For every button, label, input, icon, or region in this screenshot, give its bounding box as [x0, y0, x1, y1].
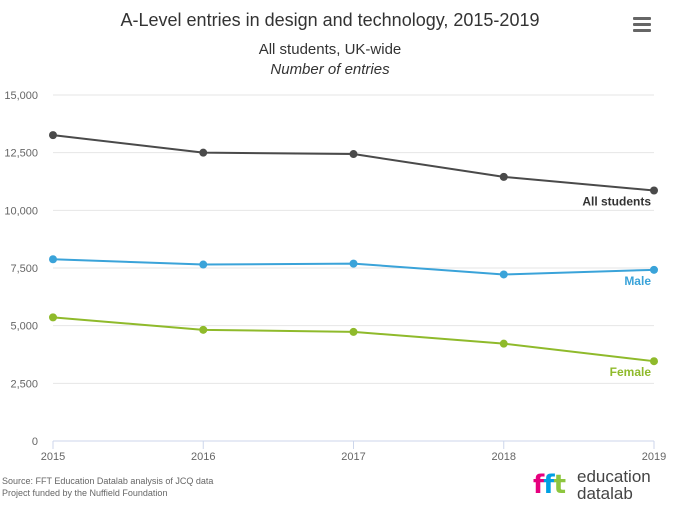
logo-line-datalab: datalab: [577, 484, 633, 503]
funding-line: Project funded by the Nuffield Foundatio…: [2, 488, 168, 498]
source-note: Source: FFT Education Datalab analysis o…: [2, 475, 213, 499]
data-point: [499, 339, 508, 348]
y-tick-label: 5,000: [10, 321, 38, 333]
series-line: [52, 316, 655, 363]
chart-title: A-Level entries in design and technology…: [120, 10, 540, 30]
data-point: [650, 186, 658, 195]
data-point: [650, 265, 658, 274]
data-point: [199, 325, 208, 334]
y-tick-label: 0: [32, 436, 38, 448]
datalab-logo: fft education datalab: [533, 468, 673, 508]
series-line: [52, 134, 655, 192]
logo-letter: f: [543, 470, 554, 500]
logo-line-education: education: [577, 467, 651, 486]
x-tick-label: 2017: [341, 451, 365, 463]
data-point: [349, 327, 358, 336]
data-point: [349, 259, 358, 268]
data-point: [49, 313, 57, 322]
data-point: [499, 270, 508, 279]
chart-subtitle-units: Number of entries: [270, 61, 390, 78]
x-tick-label: 2016: [191, 451, 215, 463]
y-tick-label: 12,500: [4, 148, 38, 160]
logo-letter: t: [553, 470, 566, 500]
x-tick-label: 2019: [642, 451, 666, 463]
chart-subtitle: All students, UK-wide: [258, 41, 402, 58]
y-tick-label: 15,000: [4, 90, 38, 102]
data-point: [49, 255, 57, 264]
logo-letter: f: [533, 470, 544, 500]
logo-text: education datalab: [577, 468, 651, 502]
source-line: Source: FFT Education Datalab analysis o…: [2, 476, 214, 486]
hamburger-menu-icon[interactable]: [633, 17, 651, 33]
data-point: [499, 172, 508, 181]
data-point: [49, 131, 57, 140]
series-label: All students: [582, 194, 651, 208]
data-point: [349, 150, 358, 159]
x-tick-label: 2015: [41, 451, 65, 463]
series-label: Female: [610, 365, 652, 379]
data-point: [199, 148, 208, 157]
logo-mark: fft: [533, 470, 566, 500]
y-tick-label: 10,000: [4, 205, 38, 217]
y-tick-label: 7,500: [10, 263, 38, 275]
data-point: [199, 260, 208, 269]
y-tick-label: 2,500: [10, 378, 38, 390]
x-tick-label: 2018: [492, 451, 516, 463]
series-label: Male: [624, 274, 651, 288]
data-point: [650, 357, 658, 366]
